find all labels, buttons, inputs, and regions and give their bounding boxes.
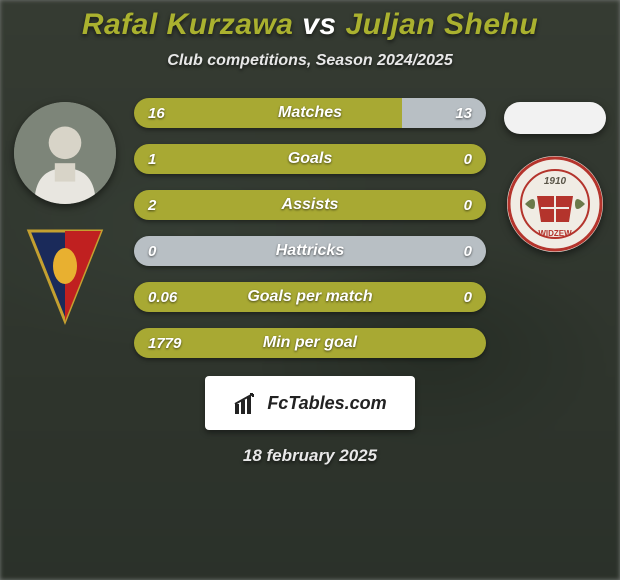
vs-label: vs	[302, 8, 336, 41]
bar-value-left: 16	[148, 98, 165, 128]
stat-bar: Min per goal1779	[134, 328, 486, 358]
player2-avatar	[504, 102, 606, 134]
subtitle: Club competitions, Season 2024/2025	[167, 52, 452, 70]
player2-club-crest: 1910 WIDZEW	[507, 156, 603, 252]
player1-avatar	[14, 102, 116, 204]
right-side: 1910 WIDZEW	[490, 98, 620, 252]
bar-fill-left	[134, 144, 486, 174]
bar-value-left: 1	[148, 144, 156, 174]
bar-fill-right	[402, 98, 486, 128]
stat-bar: Hattricks00	[134, 236, 486, 266]
left-side	[0, 98, 130, 326]
bar-value-left: 2	[148, 190, 156, 220]
stat-bars: Matches1613Goals10Assists20Hattricks00Go…	[130, 98, 490, 358]
bar-value-left: 1779	[148, 328, 181, 358]
bar-value-right: 0	[464, 282, 472, 312]
bar-fill-left	[134, 98, 402, 128]
bar-value-right: 13	[455, 98, 472, 128]
stat-bar: Goals per match0.060	[134, 282, 486, 312]
player1-club-crest	[24, 226, 106, 326]
svg-text:1910: 1910	[544, 176, 567, 187]
stat-bar: Matches1613	[134, 98, 486, 128]
bar-fill-left	[134, 236, 310, 266]
stat-bar: Goals10	[134, 144, 486, 174]
bar-fill-left	[134, 282, 486, 312]
footer-badge: FcTables.com	[205, 376, 414, 430]
svg-text:WIDZEW: WIDZEW	[538, 229, 572, 238]
date-label: 18 february 2025	[243, 446, 377, 466]
main-row: Matches1613Goals10Assists20Hattricks00Go…	[0, 98, 620, 358]
title: Rafal Kurzawa vs Juljan Shehu	[82, 8, 538, 42]
comparison-card: Rafal Kurzawa vs Juljan Shehu Club compe…	[0, 0, 620, 580]
fctables-logo-icon	[233, 390, 259, 416]
bar-value-right: 0	[464, 144, 472, 174]
bar-fill-left	[134, 328, 486, 358]
bar-fill-left	[134, 190, 486, 220]
stat-bar: Assists20	[134, 190, 486, 220]
bar-value-right: 0	[464, 236, 472, 266]
bar-value-left: 0	[148, 236, 156, 266]
brand-label: FcTables.com	[267, 393, 386, 414]
bar-fill-right	[310, 236, 486, 266]
player1-name: Rafal Kurzawa	[82, 8, 294, 41]
bar-value-left: 0.06	[148, 282, 177, 312]
bar-value-right: 0	[464, 190, 472, 220]
player2-name: Juljan Shehu	[345, 8, 538, 41]
